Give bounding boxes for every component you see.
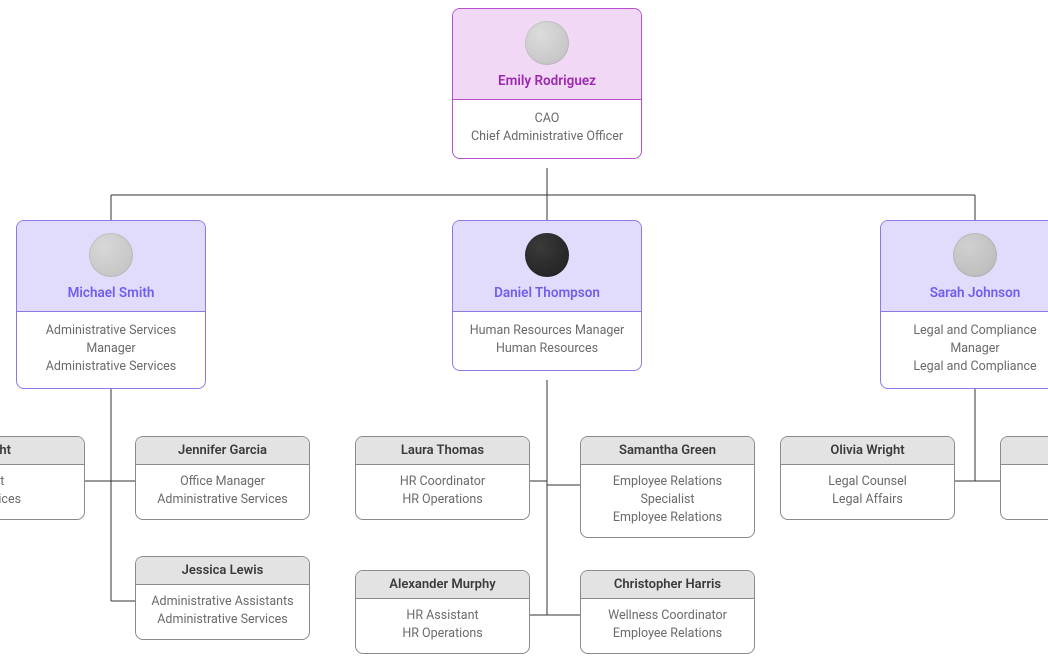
node-dept: Lega: [1009, 491, 1048, 509]
node-name: Emily Rodriguez: [461, 73, 633, 89]
node-dept: Administrative Services: [144, 611, 301, 629]
node-body: HR CoordinatorHR Operations: [356, 465, 529, 519]
org-node[interactable]: Olivia Wright Legal CounselLegal Affairs: [780, 436, 955, 520]
node-title: HR Assistant: [364, 607, 521, 625]
node-name: Jennifer Garcia: [144, 443, 301, 458]
node-body: Administrative Services ManagerAdministr…: [17, 312, 205, 388]
node-title: Administrative Services Manager: [27, 322, 195, 358]
node-body: HR AssistantHR Operations: [356, 599, 529, 653]
node-name: Alexander Murphy: [364, 577, 521, 592]
node-dept: HR Operations: [364, 491, 521, 509]
org-node[interactable]: Jessica Lewis Administrative AssistantsAd…: [135, 556, 310, 640]
org-chart-canvas: Emily Rodriguez CAOChief Administrative O…: [0, 0, 1048, 672]
node-body: GenerLega: [1001, 465, 1048, 519]
org-node[interactable]: Jennifer Garcia Office ManagerAdministrat…: [135, 436, 310, 520]
node-body: Office ManagerAdministrative Services: [136, 465, 309, 519]
org-node[interactable]: Michael Smith Administrative Services Man…: [16, 220, 206, 389]
node-title: HR Coordinator: [364, 473, 521, 491]
avatar: [525, 21, 569, 65]
node-header: Christopher Harris: [581, 571, 754, 599]
node-header: Michael Smith: [17, 221, 205, 312]
node-header: Jessica Lewis: [136, 557, 309, 585]
node-header: Emily Rodriguez: [453, 9, 641, 100]
org-node[interactable]: Laura Thomas HR CoordinatorHR Operations: [355, 436, 530, 520]
node-title: Administrative Assistants: [144, 593, 301, 611]
node-name: Sarah Johnson: [889, 285, 1048, 301]
node-title: Wellness Coordinator: [589, 607, 746, 625]
org-node[interactable]: Emily Rodriguez CAOChief Administrative O…: [452, 8, 642, 159]
node-name: Jessica Lewis: [144, 563, 301, 578]
node-name: Laura Thomas: [364, 443, 521, 458]
node-header: Olivia Wright: [781, 437, 954, 465]
org-node[interactable]: right istServices: [0, 436, 85, 520]
node-title: Office Manager: [144, 473, 301, 491]
node-title: ist: [0, 473, 76, 491]
node-name: Matt: [1009, 443, 1048, 458]
node-title: Employee Relations Specialist: [589, 473, 746, 509]
node-body: Legal CounselLegal Affairs: [781, 465, 954, 519]
node-name: Olivia Wright: [789, 443, 946, 458]
node-name: Michael Smith: [25, 285, 197, 301]
node-header: Sarah Johnson: [881, 221, 1048, 312]
node-name: Samantha Green: [589, 443, 746, 458]
node-header: right: [0, 437, 84, 465]
node-body: Human Resources ManagerHuman Resources: [453, 312, 641, 370]
org-node[interactable]: Christopher Harris Wellness CoordinatorEm…: [580, 570, 755, 654]
avatar: [89, 233, 133, 277]
node-dept: Services: [0, 491, 76, 509]
node-body: Wellness CoordinatorEmployee Relations: [581, 599, 754, 653]
node-header: Jennifer Garcia: [136, 437, 309, 465]
node-dept: Employee Relations: [589, 625, 746, 643]
node-header: Alexander Murphy: [356, 571, 529, 599]
node-title: Legal Counsel: [789, 473, 946, 491]
org-node[interactable]: Sarah Johnson Legal and Compliance Manage…: [880, 220, 1048, 389]
node-header: Laura Thomas: [356, 437, 529, 465]
node-dept: Administrative Services: [27, 358, 195, 376]
avatar: [525, 233, 569, 277]
node-title: Legal and Compliance Manager: [891, 322, 1048, 358]
node-title: CAO: [463, 110, 631, 128]
org-node[interactable]: Daniel Thompson Human Resources ManagerHu…: [452, 220, 642, 371]
org-node[interactable]: Matt GenerLega: [1000, 436, 1048, 520]
node-title: Gener: [1009, 473, 1048, 491]
node-body: Legal and Compliance ManagerLegal and Co…: [881, 312, 1048, 388]
node-name: Christopher Harris: [589, 577, 746, 592]
node-body: CAOChief Administrative Officer: [453, 100, 641, 158]
node-header: Samantha Green: [581, 437, 754, 465]
node-dept: Legal and Compliance: [891, 358, 1048, 376]
node-title: Human Resources Manager: [463, 322, 631, 340]
avatar: [953, 233, 997, 277]
node-dept: Employee Relations: [589, 509, 746, 527]
node-header: Daniel Thompson: [453, 221, 641, 312]
node-body: istServices: [0, 465, 84, 519]
node-name: Daniel Thompson: [461, 285, 633, 301]
node-dept: HR Operations: [364, 625, 521, 643]
node-name: right: [0, 443, 76, 458]
node-dept: Chief Administrative Officer: [463, 128, 631, 146]
org-node[interactable]: Samantha Green Employee Relations Special…: [580, 436, 755, 538]
node-body: Employee Relations SpecialistEmployee Re…: [581, 465, 754, 537]
node-dept: Human Resources: [463, 340, 631, 358]
node-dept: Legal Affairs: [789, 491, 946, 509]
node-header: Matt: [1001, 437, 1048, 465]
node-body: Administrative AssistantsAdministrative …: [136, 585, 309, 639]
org-node[interactable]: Alexander Murphy HR AssistantHR Operation…: [355, 570, 530, 654]
node-dept: Administrative Services: [144, 491, 301, 509]
